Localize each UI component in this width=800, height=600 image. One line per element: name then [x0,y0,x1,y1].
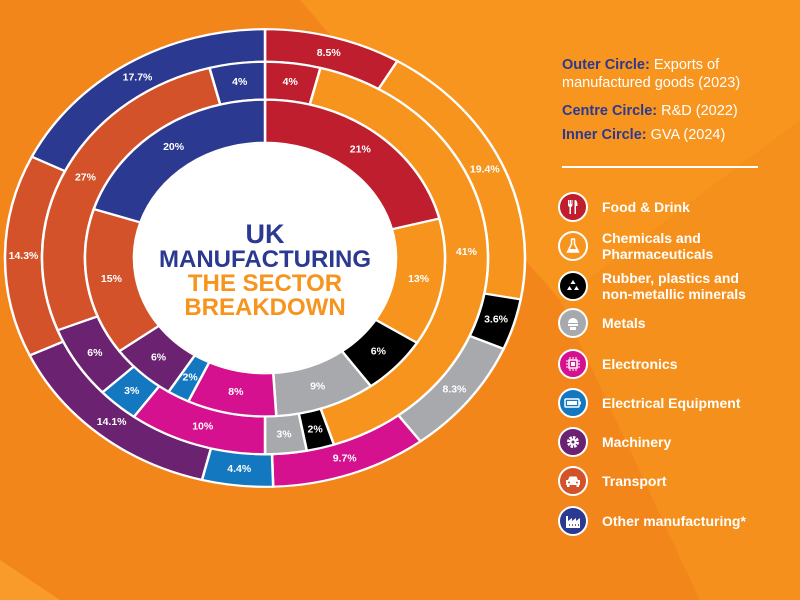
legend-item: Electrical Equipment [558,388,772,418]
legend-item: Transport [558,466,772,496]
legend-item: Other manufacturing* [558,506,772,536]
legend-item: Metals [558,308,772,338]
inner-ring-label: 8% [228,386,244,398]
inner-circle-label: Inner Circle: [562,127,647,143]
inner-ring-label: 9% [310,381,326,393]
legend-item: Chemicals and Pharmaceuticals [558,230,772,262]
furnace-icon [558,308,588,338]
legend-label: Machinery [602,434,672,450]
outer-ring-label: 8.3% [442,384,467,396]
centre-ring-label: 6% [87,347,103,359]
centre-circle-text: R&D (2022) [661,103,738,119]
legend-label: Rubber, plastics and non-metallic minera… [602,270,746,302]
factory-icon [558,506,588,536]
outer-ring-label: 17.7% [123,71,153,83]
centre-ring-label: 27% [75,171,97,183]
battery-icon [558,388,588,418]
centre-ring-label: 4% [232,76,248,88]
outer-ring-label: 14.3% [9,250,39,262]
legend-divider [562,166,758,168]
inner-ring-segment [92,98,267,224]
legend-item: Rubber, plastics and non-metallic minera… [558,270,772,302]
centre-ring-label: 4% [283,76,299,88]
legend-item: Electronics [558,349,772,379]
outer-circle-label: Outer Circle: [562,57,650,73]
inner-ring-label: 21% [350,144,372,156]
center-title: UK MANUFACTURING THE SECTOR BREAKDOWN [159,219,371,321]
outer-ring-label: 9.7% [333,452,358,464]
title-line-3: THE SECTOR [188,270,342,297]
inner-ring-label: 6% [371,345,387,357]
centre-ring-label: 3% [276,428,292,440]
legend-centre-circle: Centre Circle: R&D (2022) [562,102,738,120]
legend-label: Electronics [602,356,678,372]
inner-circle-text: GVA (2024) [650,127,726,143]
recycle-icon [558,271,588,301]
inner-ring-label: 6% [151,352,167,364]
legend-inner-circle: Inner Circle: GVA (2024) [562,126,725,144]
title-line-4: BREAKDOWN [184,294,345,321]
legend-label: Electrical Equipment [602,395,741,411]
centre-ring-label: 41% [456,246,478,258]
centre-ring-label: 3% [124,385,140,397]
gear-icon [558,427,588,457]
outer-ring-label: 19.4% [470,164,500,176]
centre-ring-label: 10% [192,420,214,432]
legend-label: Food & Drink [602,199,690,215]
title-line-1: UK [246,219,285,249]
title-line-2: MANUFACTURING [159,246,371,273]
centre-circle-label: Centre Circle: [562,103,658,119]
outer-circle-text: Exports of manufactured goods (2023) [562,57,741,91]
legend-label: Metals [602,315,646,331]
fork-knife-icon [558,192,588,222]
centre-ring-label: 2% [308,424,324,436]
legend-label: Other manufacturing* [602,513,746,529]
car-icon [558,466,588,496]
center-circle [135,143,395,373]
legend-label: Chemicals and Pharmaceuticals [602,230,714,262]
inner-ring-label: 2% [182,372,198,384]
outer-ring-label: 14.1% [97,416,127,428]
outer-ring-label: 8.5% [317,47,342,59]
outer-ring-label: 4.4% [227,463,252,475]
flask-icon [558,231,588,261]
legend-item: Food & Drink [558,192,772,222]
legend-outer-circle: Outer Circle: Exports of manufactured go… [562,56,772,92]
inner-ring-label: 13% [408,273,430,285]
legend-label: Transport [602,473,667,489]
inner-ring-label: 20% [163,141,185,153]
inner-ring-label: 15% [101,273,123,285]
chip-icon [558,349,588,379]
outer-ring-label: 3.6% [484,314,509,326]
legend-item: Machinery [558,427,772,457]
